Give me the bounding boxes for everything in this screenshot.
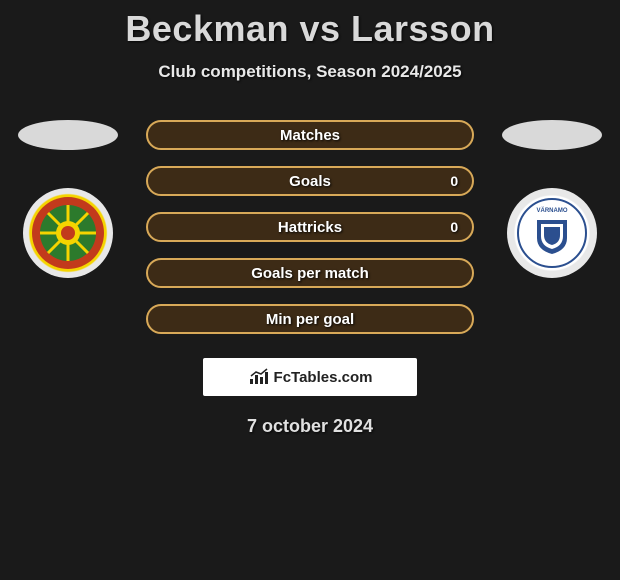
subtitle: Club competitions, Season 2024/2025 xyxy=(0,62,620,82)
stat-bar-goals-per-match: Goals per match xyxy=(146,258,474,288)
date-line: 7 october 2024 xyxy=(0,416,620,437)
stat-label: Goals xyxy=(289,173,331,190)
stat-bar-min-per-goal: Min per goal xyxy=(146,304,474,334)
stat-bar-goals: Goals 0 xyxy=(146,166,474,196)
svg-text:VÄRNAMO: VÄRNAMO xyxy=(537,207,568,214)
crest-left-svg xyxy=(29,194,107,272)
player-ellipse-right xyxy=(502,120,602,150)
stat-label: Matches xyxy=(280,127,340,144)
crest-right-svg: VÄRNAMO xyxy=(513,194,591,272)
stat-label: Goals per match xyxy=(251,265,369,282)
content-row: Matches Goals 0 Hattricks 0 Goals per ma… xyxy=(0,120,620,334)
page-title: Beckman vs Larsson xyxy=(0,8,620,50)
stat-bar-hattricks: Hattricks 0 xyxy=(146,212,474,242)
stat-label: Min per goal xyxy=(266,311,354,328)
stat-value-right: 0 xyxy=(450,173,458,189)
left-column xyxy=(10,120,126,278)
stats-column: Matches Goals 0 Hattricks 0 Goals per ma… xyxy=(146,120,474,334)
stat-label: Hattricks xyxy=(278,219,342,236)
club-crest-right: VÄRNAMO xyxy=(507,188,597,278)
club-crest-left xyxy=(23,188,113,278)
branding-text: FcTables.com xyxy=(274,369,373,386)
infographic-root: Beckman vs Larsson Club competitions, Se… xyxy=(0,0,620,437)
right-column: VÄRNAMO xyxy=(494,120,610,278)
branding-box: FcTables.com xyxy=(203,358,417,396)
stat-bar-matches: Matches xyxy=(146,120,474,150)
chart-icon xyxy=(248,368,270,386)
player-ellipse-left xyxy=(18,120,118,150)
stat-value-right: 0 xyxy=(450,219,458,235)
